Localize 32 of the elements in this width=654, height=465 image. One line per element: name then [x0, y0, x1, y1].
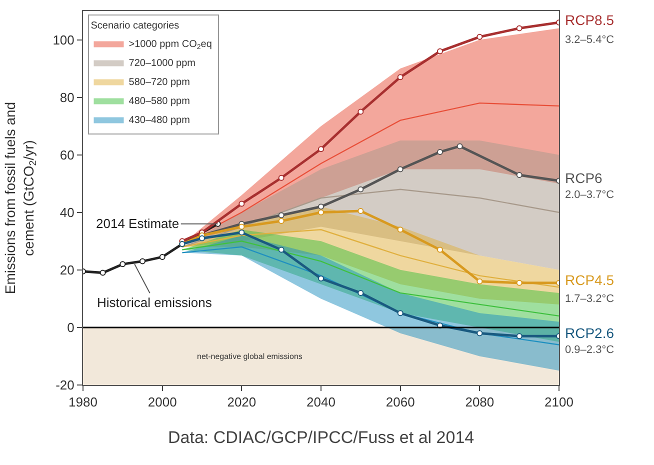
- y-tick-label: 20: [60, 262, 74, 278]
- series-label: RCP6: [565, 170, 603, 186]
- text: Data: CDIAC/GCP/IPCC/Fuss et al 2014: [168, 428, 474, 447]
- series-label: RCP2.6: [565, 325, 614, 341]
- y-tick-label: 60: [60, 147, 74, 162]
- annotation: 2014 Estimate: [96, 216, 180, 231]
- annotation: 1.7–3.2°C: [565, 293, 614, 305]
- y-tick-label: 100: [52, 32, 74, 48]
- x-tick-label: 2100: [544, 394, 574, 410]
- x-tick-label: 2000: [148, 394, 177, 410]
- legend-label: 580–720 ppm: [128, 77, 190, 88]
- legend-label: 720–1000 ppm: [128, 58, 196, 70]
- series-label: RCP4.5: [565, 272, 614, 288]
- y-tick-label: -20: [56, 378, 74, 393]
- y-tick-label: 0: [67, 320, 74, 336]
- band-label: net-negative global emissions: [197, 352, 302, 361]
- x-tick-label: 2020: [227, 394, 256, 410]
- legend-label: 430–480 ppm: [128, 115, 190, 126]
- annotation: Historical emissions: [97, 295, 212, 310]
- x-tick-label: 1980: [68, 394, 98, 410]
- legend-label: >1000 ppm CO$_{2}$eq: [128, 39, 212, 52]
- legend-title: Scenario categories: [90, 20, 180, 32]
- series-label: RCP8.5: [565, 12, 614, 28]
- x-tick-label: 2080: [465, 394, 494, 410]
- y-tick-label: 80: [60, 90, 74, 105]
- annotation: 2.0–3.7°C: [565, 189, 614, 201]
- x-tick-label: 2060: [386, 394, 415, 410]
- annotation: 3.2–5.4°C: [565, 34, 614, 46]
- y-tick-label: 40: [60, 204, 74, 220]
- annotation: 0.9–2.3°C: [565, 344, 614, 356]
- x-tick-label: 2040: [306, 394, 336, 410]
- legend-label: 480–580 ppm: [128, 96, 190, 108]
